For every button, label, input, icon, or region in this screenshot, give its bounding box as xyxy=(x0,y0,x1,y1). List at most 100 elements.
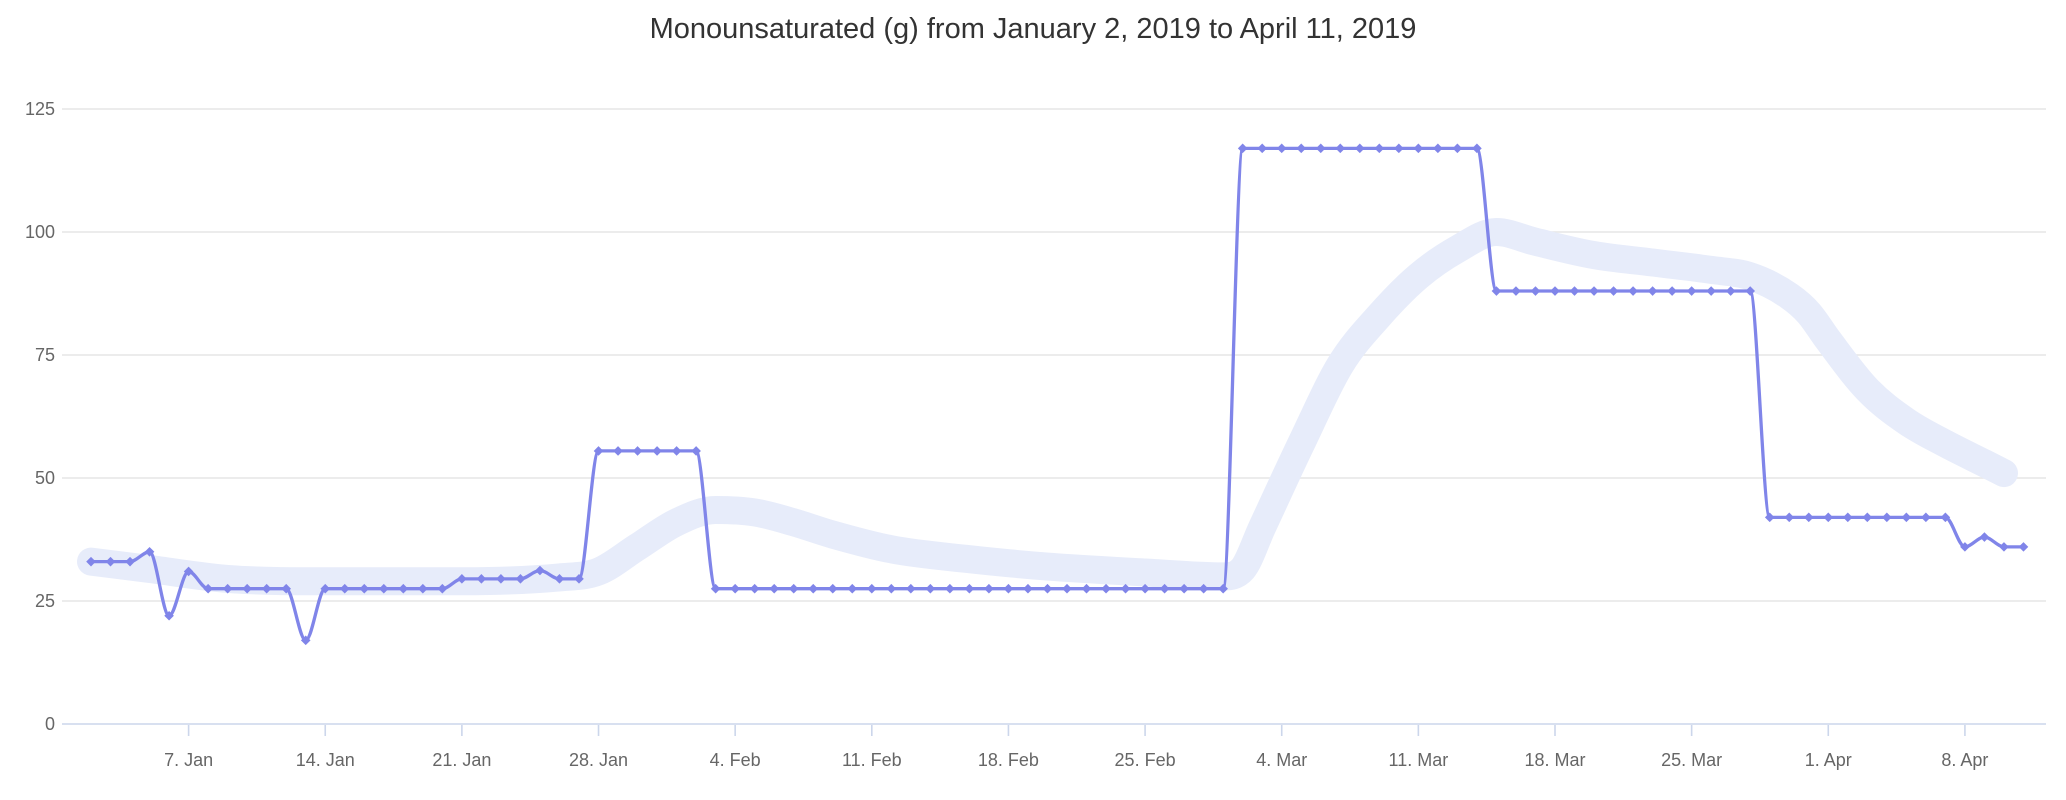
data-point-marker[interactable] xyxy=(1374,143,1385,154)
data-point-marker[interactable] xyxy=(359,583,370,594)
data-point-marker[interactable] xyxy=(867,583,877,594)
data-point-marker[interactable] xyxy=(886,583,897,594)
data-point-marker[interactable] xyxy=(1472,143,1482,154)
data-point-marker[interactable] xyxy=(339,583,350,594)
data-point-marker[interactable] xyxy=(1862,512,1873,523)
data-point-marker[interactable] xyxy=(964,583,975,594)
data-point-marker[interactable] xyxy=(281,583,291,594)
data-point-marker[interactable] xyxy=(1433,143,1443,154)
data-point-marker[interactable] xyxy=(1081,583,1092,594)
data-point-marker[interactable] xyxy=(730,583,740,594)
data-point-marker[interactable] xyxy=(1803,512,1814,523)
data-point-marker[interactable] xyxy=(652,446,662,456)
data-point-marker[interactable] xyxy=(1979,532,1990,542)
data-point-marker[interactable] xyxy=(1882,512,1892,523)
data-point-marker[interactable] xyxy=(457,574,467,584)
data-point-marker[interactable] xyxy=(418,583,428,594)
data-point-marker[interactable] xyxy=(1725,286,1736,296)
data-point-marker[interactable] xyxy=(1550,286,1560,296)
data-point-marker[interactable] xyxy=(574,574,584,584)
data-point-marker[interactable] xyxy=(1745,286,1755,296)
data-point-marker[interactable] xyxy=(86,556,96,567)
data-point-marker[interactable] xyxy=(242,583,252,594)
data-point-marker[interactable] xyxy=(1413,143,1424,154)
data-point-marker[interactable] xyxy=(1120,583,1131,594)
data-point-marker[interactable] xyxy=(1628,286,1638,296)
data-point-marker[interactable] xyxy=(906,583,916,594)
data-point-marker[interactable] xyxy=(1023,583,1033,594)
data-point-marker[interactable] xyxy=(632,446,643,456)
data-point-marker[interactable] xyxy=(1237,143,1248,154)
data-point-marker[interactable] xyxy=(984,583,994,594)
data-point-marker[interactable] xyxy=(222,583,233,594)
data-point-marker[interactable] xyxy=(1511,286,1521,296)
data-point-marker[interactable] xyxy=(1159,583,1170,594)
data-point-marker[interactable] xyxy=(1452,143,1463,154)
data-point-marker[interactable] xyxy=(1276,143,1287,154)
data-point-marker[interactable] xyxy=(1140,583,1150,594)
data-point-marker[interactable] xyxy=(1003,583,1014,594)
data-point-marker[interactable] xyxy=(808,583,819,594)
data-point-marker[interactable] xyxy=(1569,286,1580,296)
data-point-marker[interactable] xyxy=(788,583,799,594)
data-point-marker[interactable] xyxy=(827,583,838,594)
data-point-marker[interactable] xyxy=(1764,512,1775,523)
data-point-marker[interactable] xyxy=(945,583,955,594)
data-point-marker[interactable] xyxy=(671,446,682,456)
data-point-marker[interactable] xyxy=(300,635,311,646)
data-point-marker[interactable] xyxy=(749,583,760,594)
data-point-marker[interactable] xyxy=(1198,583,1209,594)
data-point-marker[interactable] xyxy=(398,583,409,594)
data-point-marker[interactable] xyxy=(1940,512,1951,523)
data-point-marker[interactable] xyxy=(203,583,213,594)
data-point-marker[interactable] xyxy=(1608,286,1619,296)
data-point-marker[interactable] xyxy=(1257,143,1267,154)
data-point-marker[interactable] xyxy=(125,556,135,567)
data-point-marker[interactable] xyxy=(105,556,116,567)
data-point-marker[interactable] xyxy=(437,583,448,594)
data-point-marker[interactable] xyxy=(1218,583,1228,594)
data-point-marker[interactable] xyxy=(1296,143,1307,154)
data-point-marker[interactable] xyxy=(1101,583,1111,594)
data-point-marker[interactable] xyxy=(710,583,721,594)
data-point-marker[interactable] xyxy=(320,583,331,594)
data-point-marker[interactable] xyxy=(1960,542,1970,552)
data-point-marker[interactable] xyxy=(1667,286,1677,296)
data-point-marker[interactable] xyxy=(1589,286,1599,296)
data-point-marker[interactable] xyxy=(1530,286,1541,296)
data-point-marker[interactable] xyxy=(691,446,701,456)
data-point-marker[interactable] xyxy=(1921,512,1931,523)
data-point-marker[interactable] xyxy=(535,565,545,576)
data-point-marker[interactable] xyxy=(1706,286,1716,296)
data-point-marker[interactable] xyxy=(769,583,779,594)
data-point-marker[interactable] xyxy=(379,583,389,594)
data-point-marker[interactable] xyxy=(925,583,936,594)
data-point-marker[interactable] xyxy=(554,574,565,584)
data-point-marker[interactable] xyxy=(1784,512,1795,523)
data-point-marker[interactable] xyxy=(496,574,506,584)
data-point-marker[interactable] xyxy=(847,583,858,594)
data-point-marker[interactable] xyxy=(1686,286,1697,296)
data-point-marker[interactable] xyxy=(1062,583,1072,594)
data-point-marker[interactable] xyxy=(261,583,272,594)
data-point-marker[interactable] xyxy=(183,566,194,577)
data-point-marker[interactable] xyxy=(1843,512,1853,523)
data-point-marker[interactable] xyxy=(1999,542,2009,552)
data-point-marker[interactable] xyxy=(1335,143,1346,154)
data-point-marker[interactable] xyxy=(1491,286,1502,296)
data-point-marker[interactable] xyxy=(1179,583,1189,594)
data-point-marker[interactable] xyxy=(1355,143,1365,154)
daily-series-markers[interactable] xyxy=(86,143,2029,646)
data-point-marker[interactable] xyxy=(164,610,174,621)
data-point-marker[interactable] xyxy=(593,446,604,456)
data-point-marker[interactable] xyxy=(613,446,623,456)
data-point-marker[interactable] xyxy=(1315,143,1326,154)
data-point-marker[interactable] xyxy=(1394,143,1404,154)
data-point-marker[interactable] xyxy=(476,574,487,584)
data-point-marker[interactable] xyxy=(2018,542,2029,552)
data-point-marker[interactable] xyxy=(1823,512,1834,523)
data-point-marker[interactable] xyxy=(515,574,526,584)
data-point-marker[interactable] xyxy=(1042,583,1053,594)
data-point-marker[interactable] xyxy=(144,547,155,557)
